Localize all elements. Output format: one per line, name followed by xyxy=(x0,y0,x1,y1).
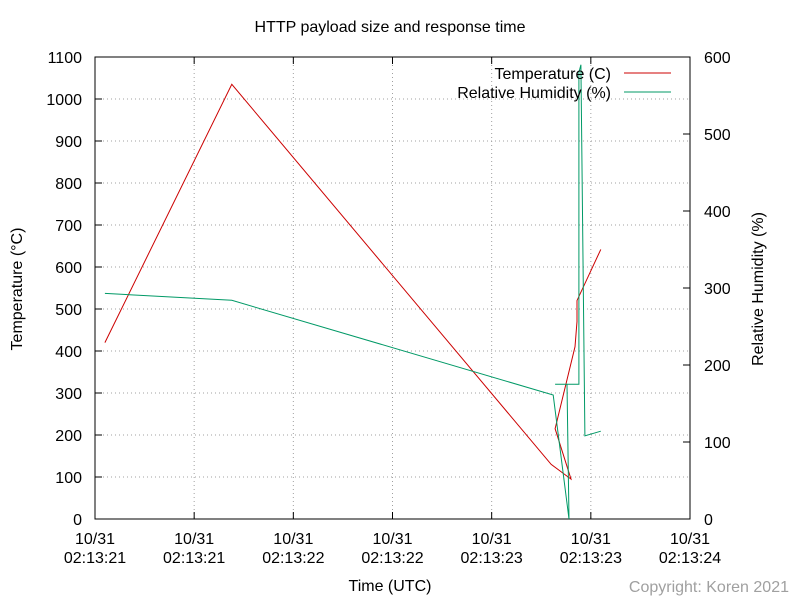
series-line-2 xyxy=(104,64,601,520)
y-tick-label: 500 xyxy=(55,302,82,319)
x-tick-label-time: 02:13:22 xyxy=(361,550,423,567)
y2-tick-label: 500 xyxy=(704,127,731,144)
y-tick-labels: 0 100 200 300 400 500 600 700 800 900 1000 1100 xyxy=(46,50,82,529)
x-tick-label-date: 10/31 xyxy=(372,531,412,548)
y-tick-label: 800 xyxy=(55,176,82,193)
y2-tick-label: 0 xyxy=(704,512,713,529)
y-tick-label: 700 xyxy=(55,218,82,235)
x-tick-label-time: 02:13:23 xyxy=(560,550,622,567)
x-tick-label-time: 02:13:21 xyxy=(64,550,126,567)
x-tick-label-time: 02:13:24 xyxy=(659,550,721,567)
y-tick-label: 200 xyxy=(55,428,82,445)
y-tick-label: 300 xyxy=(55,386,82,403)
x-tick-label-date: 10/31 xyxy=(670,531,710,548)
x-tick-label-time: 02:13:23 xyxy=(461,550,523,567)
y-tick-label: 0 xyxy=(73,512,82,529)
y2-tick-label: 300 xyxy=(704,281,731,298)
legend-label-1: Temperature (C) xyxy=(495,66,611,83)
y-tick-label: 1000 xyxy=(46,92,82,109)
copyright-text: Copyright: Koren 2021 xyxy=(629,579,789,596)
legend: Temperature (C) Relative Humidity (%) xyxy=(457,66,671,102)
y2-tick-label: 600 xyxy=(704,50,731,67)
x-tick-label-date: 10/31 xyxy=(571,531,611,548)
y-tick-label: 600 xyxy=(55,260,82,277)
y2-axis-title: Relative Humidity (%) xyxy=(750,212,767,366)
ticks xyxy=(94,56,691,520)
y-axis-title: Temperature (°C) xyxy=(9,228,26,351)
x-tick-label-time: 02:13:22 xyxy=(262,550,324,567)
y-tick-label: 1100 xyxy=(48,50,83,67)
y2-tick-labels: 0 100 200 300 400 500 600 xyxy=(704,50,731,529)
x-tick-labels: 10/31 02:13:21 10/31 02:13:21 10/31 02:13:22 1… xyxy=(64,531,721,567)
grid xyxy=(95,57,690,519)
y-tick-label: 400 xyxy=(55,344,82,361)
y2-tick-label: 400 xyxy=(704,204,731,221)
x-tick-label-date: 10/31 xyxy=(174,531,214,548)
chart-title: HTTP payload size and response time xyxy=(255,19,526,36)
series-lines xyxy=(104,64,602,520)
y2-tick-label: 100 xyxy=(704,435,731,452)
x-tick-label-date: 10/31 xyxy=(75,531,115,548)
x-tick-label-date: 10/31 xyxy=(472,531,512,548)
x-axis-title: Time (UTC) xyxy=(349,578,432,595)
x-tick-label-date: 10/31 xyxy=(273,531,313,548)
series-line-1 xyxy=(104,83,602,481)
y-tick-label: 900 xyxy=(55,134,82,151)
legend-label-2: Relative Humidity (%) xyxy=(457,85,611,102)
y-tick-label: 100 xyxy=(55,470,82,487)
x-tick-label-time: 02:13:21 xyxy=(163,550,225,567)
y2-tick-label: 200 xyxy=(704,358,731,375)
